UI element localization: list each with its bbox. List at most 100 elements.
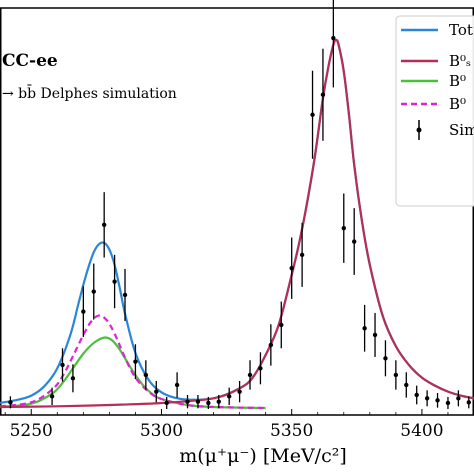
data-point (424, 390, 430, 407)
data-point (112, 254, 117, 309)
data-point (237, 380, 242, 403)
data-point (91, 263, 96, 320)
data-point (351, 208, 357, 275)
data-point (247, 360, 253, 390)
point-marker (435, 398, 440, 403)
annotations: CC-ee → bb̄ Delphes simulation (2, 51, 177, 102)
point-marker (383, 356, 388, 361)
x-tick-label: 5250 (10, 421, 53, 441)
data-point (206, 396, 211, 409)
point-marker (393, 372, 399, 378)
b0-alt-component-curve (0, 314, 266, 410)
data-point (195, 394, 201, 409)
x-axis-title: m(μ⁺μ⁻) [MeV/c²] (179, 445, 347, 467)
point-marker (133, 359, 138, 364)
point-marker (185, 399, 190, 404)
data-point (49, 387, 55, 405)
data-point (154, 380, 159, 403)
point-marker (70, 376, 76, 381)
point-marker (101, 222, 107, 228)
data-points-layer (8, 0, 471, 409)
point-marker (206, 400, 211, 406)
data-point (164, 396, 169, 409)
point-marker (445, 400, 451, 406)
data-point (8, 396, 13, 409)
plot-border (0, 7, 474, 416)
legend-label: Sim (449, 121, 474, 139)
point-marker (404, 382, 409, 388)
legend-label: B⁰ (449, 72, 466, 90)
data-point (143, 360, 149, 390)
data-point (133, 344, 138, 379)
point-marker (247, 372, 253, 378)
point-marker (299, 252, 305, 258)
data-point (81, 286, 86, 337)
legend-item-total: Tot (401, 21, 473, 39)
point-marker (8, 400, 13, 405)
legend-label: Tot (449, 21, 473, 39)
point-marker (320, 92, 326, 97)
data-point (445, 396, 451, 409)
legend-box (395, 15, 474, 207)
point-marker (164, 400, 169, 406)
point-marker (237, 389, 242, 394)
data-point (331, 0, 336, 88)
point-marker (122, 292, 128, 298)
legend-label: B⁰ₛ (449, 52, 471, 70)
point-marker (279, 322, 284, 328)
data-point (174, 372, 180, 398)
legend-label: B⁰ (449, 95, 466, 113)
data-point (268, 324, 274, 366)
data-point (60, 348, 65, 382)
data-point (393, 360, 399, 390)
point-marker (414, 392, 419, 398)
point-marker (268, 342, 274, 348)
point-marker (351, 239, 357, 244)
point-marker (154, 389, 159, 394)
data-point (372, 312, 378, 357)
data-point (279, 301, 284, 349)
point-marker (289, 266, 294, 271)
point-marker (341, 225, 346, 231)
legend-item-b0: B⁰ (401, 72, 466, 90)
data-point (258, 352, 263, 385)
x-tick-label: 5300 (140, 421, 183, 441)
data-point (122, 268, 128, 321)
x-axis: 5250 5300 5350 5400 (4, 409, 474, 441)
point-marker (466, 400, 471, 405)
data-point (383, 340, 388, 377)
data-point (289, 237, 294, 299)
point-marker (310, 112, 315, 117)
point-marker (331, 35, 336, 41)
data-point (466, 396, 471, 409)
data-point (435, 392, 440, 408)
plot-frame (0, 7, 474, 416)
legend: Tot B⁰ₛ B⁰ B⁰ Sim (395, 15, 474, 207)
point-marker (81, 309, 86, 314)
data-point (414, 385, 419, 405)
legend-item-bs0: B⁰ₛ (401, 52, 471, 70)
legend-marker (416, 127, 422, 133)
point-marker (424, 396, 430, 401)
data-point (101, 192, 107, 258)
point-marker (174, 382, 180, 388)
point-marker (216, 399, 221, 404)
x-tick-label: 5400 (400, 421, 443, 441)
point-marker (226, 394, 232, 399)
point-marker (112, 279, 117, 284)
point-marker (372, 332, 378, 338)
data-point (299, 222, 305, 287)
data-point (362, 304, 367, 352)
point-marker (258, 366, 263, 371)
point-marker (60, 362, 65, 368)
data-point (70, 364, 76, 393)
data-point (456, 390, 461, 407)
data-point (185, 394, 190, 409)
legend-item-sim: Sim (416, 120, 474, 140)
x-tick-label: 5350 (270, 421, 313, 441)
point-marker (143, 372, 149, 378)
data-point (226, 387, 232, 405)
point-marker (362, 326, 367, 331)
data-point (320, 48, 326, 141)
